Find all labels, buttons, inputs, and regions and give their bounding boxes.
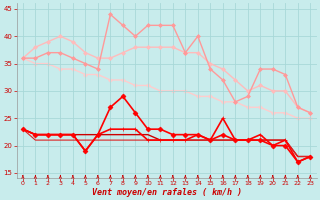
- X-axis label: Vent moyen/en rafales ( km/h ): Vent moyen/en rafales ( km/h ): [92, 188, 242, 197]
